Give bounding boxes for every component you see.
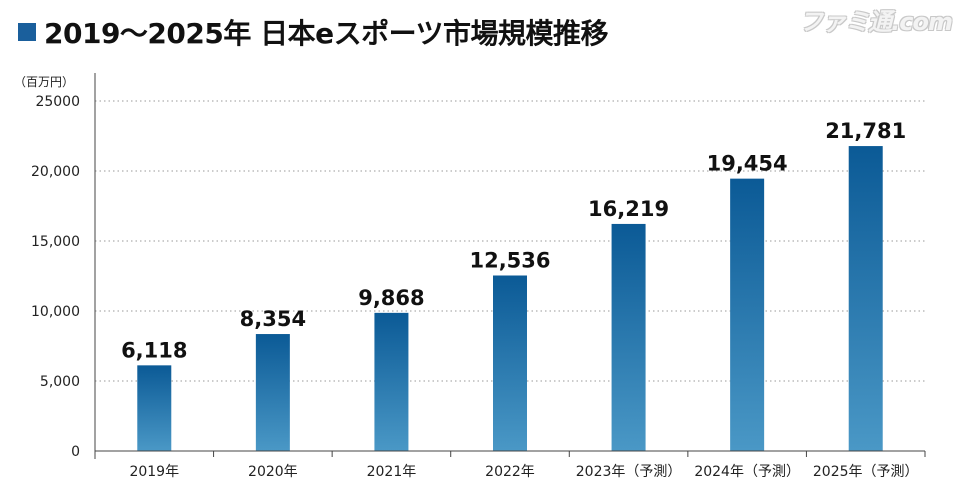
y-tick-label: 20,000 [31, 164, 80, 180]
y-unit-label: （百万円） [14, 75, 74, 89]
y-tick-label: 0 [71, 444, 80, 460]
x-tick-label: 2022年 [485, 464, 535, 480]
bar [848, 146, 883, 452]
x-tick-label: 2021年 [367, 464, 417, 480]
data-label: 21,781 [825, 119, 906, 143]
x-tick-label: 2023年（予測） [576, 464, 682, 480]
data-label: 6,118 [121, 338, 187, 362]
y-tick-label: 5,000 [40, 374, 80, 390]
bar [137, 365, 172, 451]
x-tick-label: 2025年（予測） [813, 464, 919, 480]
labels: 0 5,000 10,000 15,000 20,000 25000 （百万円） 6,118 2… [14, 75, 919, 480]
x-tick-label: 2024年（予測） [694, 464, 800, 480]
watermark-logo: ファミ通.com [799, 8, 953, 36]
bar [493, 275, 527, 451]
data-label: 12,536 [469, 248, 550, 272]
data-label: 16,219 [588, 197, 669, 221]
x-tick-label: 2019年 [129, 464, 179, 480]
chart-title: 2019〜2025年 日本eスポーツ市場規模推移 [44, 17, 609, 50]
bar [730, 178, 765, 452]
data-label: 9,868 [358, 286, 424, 310]
x-tick-label: 2020年 [248, 464, 298, 480]
y-tick-label: 10,000 [31, 304, 80, 320]
bar [611, 223, 646, 451]
axes [94, 73, 926, 459]
chart-title-row: 2019〜2025年 日本eスポーツ市場規模推移 [18, 10, 609, 54]
bar [374, 312, 409, 451]
y-tick-label: 25000 [35, 94, 80, 110]
bars [137, 146, 883, 452]
data-label: 8,354 [240, 307, 306, 331]
title-square-icon [18, 23, 36, 41]
y-tick-label: 15,000 [31, 234, 80, 250]
bar [255, 334, 290, 451]
data-label: 19,454 [707, 152, 788, 176]
